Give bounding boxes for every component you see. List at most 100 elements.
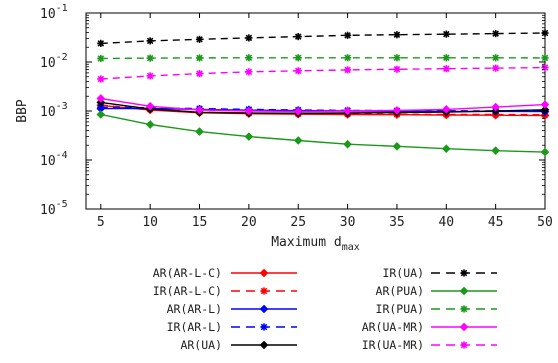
series-line	[100, 66, 546, 80]
data-point	[441, 144, 451, 154]
x-tick-label: 35	[389, 215, 405, 230]
legend-swatch-marker	[259, 340, 269, 350]
y-tick-label: 10-4	[40, 150, 68, 169]
x-tick-label: 5	[97, 215, 105, 230]
data-point	[541, 63, 549, 72]
series-ar-pua	[96, 110, 550, 157]
data-point	[195, 35, 204, 43]
data-point	[245, 54, 253, 62]
series-ir-ua-mr	[97, 63, 549, 83]
data-point	[492, 29, 500, 38]
data-point	[343, 31, 352, 39]
data-point	[146, 54, 154, 62]
x-axis-label-subscript: max	[342, 242, 360, 253]
data-point	[146, 72, 154, 80]
legend-item-ar-ar-l-c: AR(AR-L-C)	[153, 266, 297, 280]
data-point	[145, 120, 155, 129]
data-point	[343, 139, 352, 149]
data-point	[393, 54, 401, 62]
series-layer	[96, 29, 550, 157]
x-tick-label: 20	[241, 215, 257, 230]
data-point	[195, 69, 204, 78]
legend-item-ir-ar-l: IR(AR-L)	[167, 320, 297, 334]
data-point	[343, 66, 352, 74]
y-axis-label: BBP	[15, 99, 30, 123]
data-point	[293, 136, 303, 145]
x-tick-label: 30	[340, 215, 356, 230]
legend-item-ar-pua: AR(PUA)	[376, 284, 497, 298]
legend-label: AR(AR-L)	[167, 302, 222, 316]
data-point	[96, 110, 106, 119]
legend-label: AR(PUA)	[376, 284, 424, 298]
data-point	[245, 34, 253, 42]
data-point	[195, 105, 204, 115]
axis-labels: BBP Maximum dmax	[15, 99, 360, 253]
data-point	[392, 142, 402, 151]
x-axis-label-main: Maximum d	[271, 235, 341, 250]
legend-item-ar-ua: AR(UA)	[180, 338, 297, 352]
data-point	[442, 54, 450, 62]
data-point	[195, 54, 204, 62]
data-point	[294, 32, 302, 41]
data-point	[343, 106, 352, 116]
y-tick-label: 10-2	[40, 52, 68, 71]
series-line	[100, 113, 546, 153]
series-line	[100, 32, 546, 45]
data-point	[442, 65, 450, 73]
legend-label: IR(UA)	[382, 266, 424, 280]
legend-label: IR(UA-MR)	[362, 338, 424, 352]
data-point	[294, 54, 302, 62]
data-point	[244, 106, 254, 116]
data-point	[441, 105, 451, 114]
legend-swatch-marker	[459, 322, 469, 332]
legend-label: AR(UA-MR)	[362, 320, 424, 334]
legend: AR(AR-L-C) IR(AR-L-C) AR(AR-L) IR(AR-L) AR(U…	[153, 266, 497, 352]
data-point	[245, 68, 253, 76]
y-tick-label: 10-1	[40, 3, 68, 22]
legend-swatch-marker	[460, 341, 468, 349]
data-point	[97, 54, 105, 63]
x-tick-label: 25	[290, 215, 306, 230]
x-tick-label: 50	[537, 215, 553, 230]
data-point	[392, 106, 402, 115]
series-ir-pua	[97, 54, 549, 63]
data-point	[97, 39, 105, 47]
legend-swatch-marker	[460, 305, 468, 313]
data-point	[293, 107, 303, 116]
series-ir-ua	[97, 29, 549, 47]
data-point	[393, 31, 401, 39]
legend-label: IR(AR-L)	[167, 320, 222, 334]
series-line	[100, 97, 546, 113]
legend-swatch-marker	[260, 287, 268, 295]
data-point	[146, 37, 154, 45]
legend-label: IR(PUA)	[376, 302, 424, 316]
data-point	[145, 101, 155, 111]
legend-item-ar-ar-l: AR(AR-L)	[167, 302, 297, 316]
legend-item-ir-ua: IR(UA)	[382, 266, 497, 280]
legend-label: IR(AR-L-C)	[153, 284, 222, 298]
legend-label: AR(UA)	[180, 338, 222, 352]
data-point	[97, 75, 105, 83]
data-point	[541, 29, 549, 37]
legend-swatch-marker	[259, 268, 269, 278]
series-line	[100, 57, 546, 60]
legend-item-ir-ua-mr: IR(UA-MR)	[362, 338, 497, 352]
data-point	[492, 64, 500, 72]
x-tick-label: 40	[438, 215, 454, 230]
data-point	[491, 102, 500, 112]
data-point	[540, 100, 550, 109]
data-point	[491, 146, 500, 155]
y-tick-label: 10-5	[40, 199, 68, 218]
data-point	[294, 67, 302, 75]
x-tick-label: 10	[142, 215, 158, 230]
data-point	[195, 127, 204, 136]
legend-item-ir-ar-l-c: IR(AR-L-C)	[153, 284, 297, 298]
data-point	[244, 132, 254, 141]
series-line	[100, 101, 546, 114]
x-axis-label: Maximum dmax	[271, 235, 360, 253]
data-point	[442, 30, 450, 38]
legend-label: AR(AR-L-C)	[153, 266, 222, 280]
x-tick-label: 45	[488, 215, 504, 230]
x-tick-label: 15	[192, 215, 208, 230]
